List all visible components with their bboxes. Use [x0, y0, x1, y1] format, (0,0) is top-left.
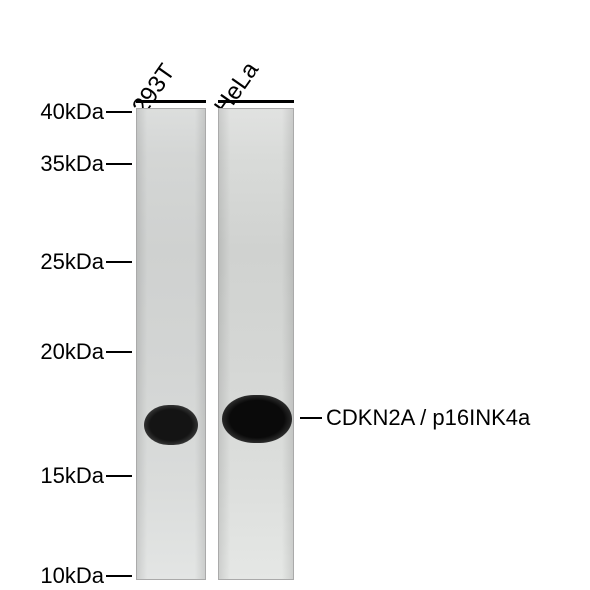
lane-shade	[219, 109, 293, 579]
marker-tick	[106, 475, 132, 477]
lane	[136, 108, 206, 580]
marker-label: 25kDa	[40, 249, 104, 275]
protein-band	[222, 395, 292, 443]
marker-tick	[106, 111, 132, 113]
marker-tick	[106, 575, 132, 577]
band-annotation-label: CDKN2A / p16INK4a	[326, 405, 530, 431]
marker-tick	[106, 351, 132, 353]
marker-tick	[106, 163, 132, 165]
marker-label: 40kDa	[40, 99, 104, 125]
lane	[218, 108, 294, 580]
marker-label: 10kDa	[40, 563, 104, 589]
western-blot-figure: 40kDa35kDa25kDa20kDa15kDa10kDa293THeLaCD…	[0, 0, 590, 590]
marker-label: 20kDa	[40, 339, 104, 365]
band-annotation-tick	[300, 417, 322, 419]
lane-shade	[137, 109, 205, 579]
marker-tick	[106, 261, 132, 263]
marker-label: 35kDa	[40, 151, 104, 177]
marker-label: 15kDa	[40, 463, 104, 489]
protein-band	[144, 405, 198, 445]
